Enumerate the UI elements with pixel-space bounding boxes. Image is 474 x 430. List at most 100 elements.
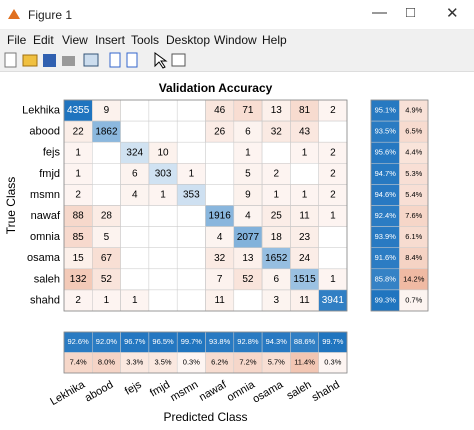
- cell-value: 71: [242, 105, 254, 116]
- empty-cell: [148, 247, 178, 270]
- summary-label: 6.1%: [405, 232, 422, 241]
- cell-value: 2: [330, 105, 336, 116]
- empty-cell: [261, 141, 291, 164]
- cell-value: 11: [299, 211, 310, 222]
- empty-cell: [120, 247, 150, 270]
- empty-cell: [148, 226, 178, 248]
- x-tick-label: osama: [251, 378, 286, 405]
- cell-value: 1: [245, 147, 251, 158]
- cell-value: 132: [70, 274, 87, 285]
- cell-value: 4: [217, 232, 223, 243]
- menu-item[interactable]: Desktop: [166, 33, 211, 47]
- maximize-button[interactable]: □: [406, 4, 416, 21]
- menu-item[interactable]: Help: [262, 33, 287, 47]
- empty-cell: [176, 205, 206, 227]
- link-icon[interactable]: [83, 53, 99, 67]
- cell-value: 1: [75, 147, 81, 158]
- summary-label: 99.3%: [375, 295, 397, 304]
- x-tick-label: saleh: [285, 379, 314, 403]
- summary-label: 5.3%: [405, 169, 422, 178]
- empty-cell: [176, 226, 206, 248]
- summary-label: 94.7%: [375, 169, 397, 178]
- cell-value: 9: [245, 190, 251, 201]
- window-title: Figure 1: [28, 8, 73, 22]
- menu-item[interactable]: File: [7, 33, 27, 47]
- cell-value: 2: [273, 168, 279, 179]
- cell-value: 88: [73, 211, 85, 222]
- cell-value: 11: [214, 295, 225, 306]
- minimize-button[interactable]: —: [372, 4, 387, 21]
- x-tick-label: msmn: [168, 379, 200, 404]
- summary-label: 7.4%: [70, 358, 87, 367]
- menu-item[interactable]: Insert: [95, 33, 126, 47]
- summary-bg: [399, 142, 428, 164]
- empty-cell: [176, 268, 206, 291]
- y-axis-label: True Class: [4, 177, 18, 235]
- cell-value: 4: [245, 211, 251, 222]
- summary-label: 95.1%: [375, 106, 397, 115]
- cell-value: 6: [245, 126, 251, 137]
- cell-value: 2: [330, 190, 336, 201]
- open-icon[interactable]: [22, 54, 38, 67]
- cell-value: 46: [214, 105, 226, 116]
- cell-value: 2: [75, 295, 81, 306]
- cell-value: 2: [330, 147, 336, 158]
- toolbar-icons: [4, 52, 186, 69]
- y-tick-label: fmjd: [39, 168, 60, 180]
- summary-label: 0.7%: [405, 295, 422, 304]
- cell-value: 1: [75, 168, 81, 179]
- cell-value: 1: [302, 190, 308, 201]
- inspector-icon[interactable]: [171, 53, 186, 67]
- empty-cell: [318, 226, 348, 248]
- summary-bg: [399, 205, 428, 227]
- row-summary-border: [370, 99, 429, 312]
- new-icon[interactable]: [4, 52, 17, 68]
- cell-value: 2077: [237, 232, 260, 243]
- pointer-icon[interactable]: [154, 52, 168, 69]
- y-tick-label: abood: [29, 126, 60, 138]
- summary-label: 99.7%: [322, 337, 344, 346]
- summary-bg: [399, 184, 428, 206]
- cell-value: 10: [157, 147, 169, 158]
- cell-value: 43: [299, 126, 311, 137]
- empty-cell: [120, 99, 150, 122]
- cell-value: 3: [273, 295, 279, 306]
- menu-bar: File Edit View Insert Tools Desktop Window Help: [0, 30, 474, 49]
- cell-value: 23: [299, 232, 311, 243]
- summary-bg: [399, 247, 428, 269]
- print-icon[interactable]: [62, 56, 75, 66]
- legend-icon[interactable]: [126, 52, 138, 68]
- summary-label: 91.6%: [375, 253, 397, 262]
- save-icon[interactable]: [43, 54, 56, 67]
- cell-value: 1: [160, 190, 166, 201]
- summary-label: 95.6%: [375, 148, 397, 157]
- summary-label: 7.6%: [405, 211, 422, 220]
- cell-value: 13: [271, 105, 283, 116]
- empty-cell: [176, 99, 206, 122]
- summary-bg: [120, 352, 149, 373]
- cell-value: 32: [214, 253, 226, 264]
- cell-value: 1515: [293, 274, 316, 285]
- menu-item[interactable]: Tools: [131, 33, 160, 47]
- summary-label: 93.5%: [375, 127, 397, 136]
- y-tick-label: msmn: [30, 189, 60, 201]
- menu-item[interactable]: View: [62, 33, 88, 47]
- colorbar-icon[interactable]: [109, 52, 121, 68]
- cell-value: 1: [302, 147, 308, 158]
- y-tick-label: saleh: [34, 273, 60, 285]
- summary-label: 3.3%: [126, 358, 143, 367]
- menu-item[interactable]: Edit: [33, 33, 54, 47]
- summary-label: 0.3%: [183, 358, 200, 367]
- summary-label: 0.3%: [324, 358, 341, 367]
- empty-cell: [120, 226, 150, 248]
- summary-label: 5.7%: [268, 358, 285, 367]
- summary-label: 3.5%: [154, 358, 171, 367]
- menu-item[interactable]: Window: [214, 33, 257, 47]
- close-button[interactable]: ✕: [446, 5, 459, 22]
- summary-label: 96.5%: [152, 337, 174, 346]
- summary-label: 11.4%: [294, 358, 315, 367]
- summary-label: 92.6%: [68, 337, 90, 346]
- cell-value: 1916: [209, 211, 232, 222]
- summary-bg: [233, 352, 263, 373]
- cell-value: 1: [104, 295, 110, 306]
